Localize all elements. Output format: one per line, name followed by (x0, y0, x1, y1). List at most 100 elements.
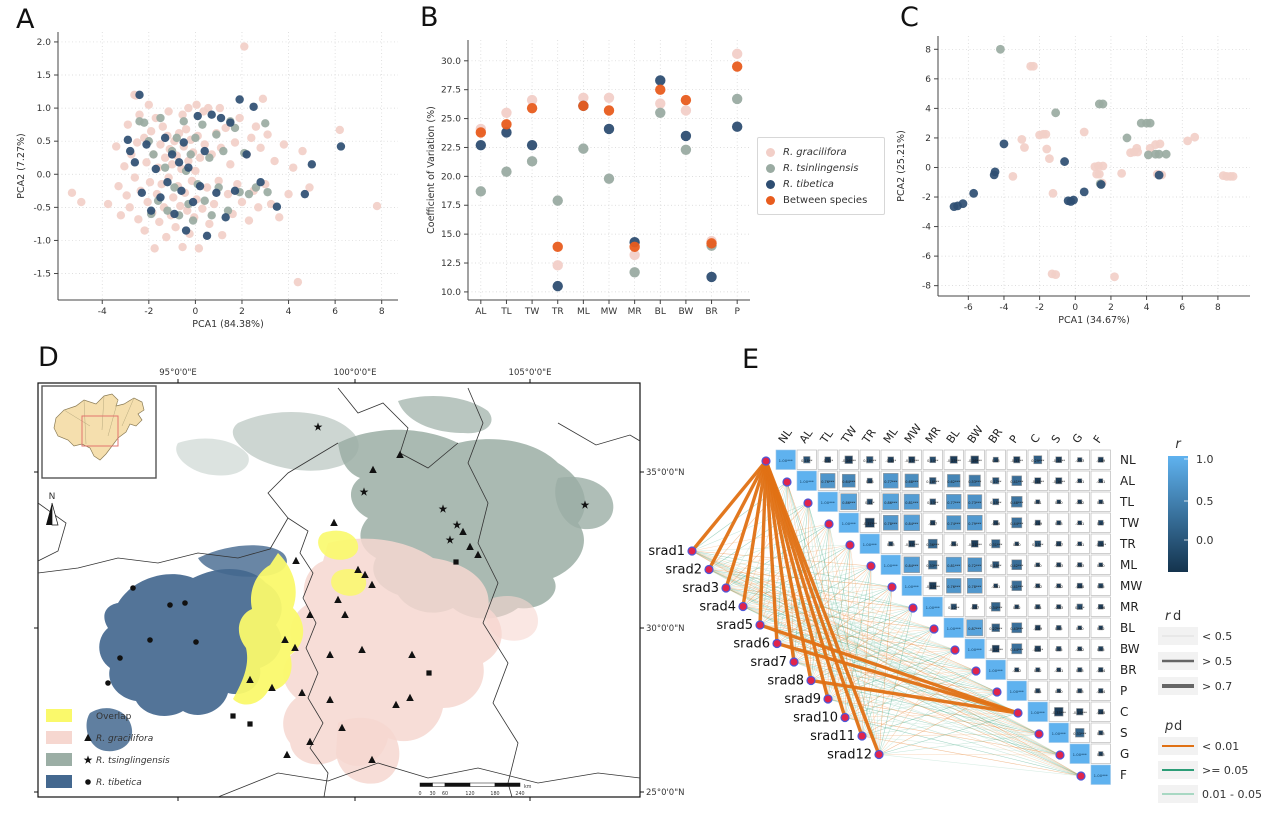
svg-text:-2: -2 (144, 307, 153, 317)
svg-text:srad1: srad1 (648, 544, 685, 559)
svg-text:-0.02: -0.02 (1012, 669, 1021, 673)
svg-text:BW: BW (1120, 642, 1140, 656)
svg-text:MR: MR (628, 307, 642, 317)
svg-text:0.27***: 0.27*** (989, 627, 1002, 631)
svg-text:0.03: 0.03 (887, 543, 895, 547)
svg-text:0.62***: 0.62*** (947, 480, 960, 484)
svg-text:-4: -4 (999, 303, 1008, 313)
svg-text:1.00***: 1.00*** (1073, 752, 1087, 757)
svg-text:srad4: srad4 (699, 600, 736, 615)
svg-text:8: 8 (925, 45, 931, 55)
svg-text:0.00: 0.00 (1097, 564, 1105, 568)
svg-text:-1.0: -1.0 (33, 236, 51, 246)
svg-text:-0.13*: -0.13* (822, 459, 833, 463)
svg-text:2: 2 (1108, 303, 1114, 313)
svg-text:-0.16**: -0.16** (1052, 480, 1065, 484)
svg-text:> 0.7: > 0.7 (1202, 680, 1232, 693)
svg-text:F: F (1120, 768, 1127, 782)
svg-text:-0.08: -0.08 (1075, 585, 1084, 589)
svg-text:0.05: 0.05 (1055, 627, 1063, 631)
legend-label: R. tsinlingensis (783, 162, 859, 174)
svg-text:-6: -6 (964, 303, 973, 313)
svg-text:8: 8 (1215, 303, 1221, 313)
svg-text:-0.09: -0.09 (1096, 459, 1105, 463)
svg-text:6: 6 (1179, 303, 1185, 313)
svg-text:0.02: 0.02 (1013, 606, 1021, 610)
svg-text:4: 4 (1144, 303, 1150, 313)
svg-text:-0.01: -0.01 (991, 585, 1000, 589)
svg-text:2: 2 (925, 134, 931, 144)
svg-text:0.86***: 0.86*** (842, 501, 855, 505)
between-species-dot-icon (766, 195, 775, 205)
svg-text:srad8: srad8 (767, 674, 804, 689)
svg-text:0.44***: 0.44*** (1010, 522, 1023, 526)
svg-text:P: P (1120, 684, 1127, 698)
svg-text:0.03: 0.03 (1076, 690, 1084, 694)
svg-text:0: 0 (925, 163, 931, 173)
svg-text:0: 0 (1072, 303, 1078, 313)
svg-text:0.73***: 0.73*** (968, 501, 981, 505)
svg-text:MW: MW (601, 307, 618, 317)
svg-text:0.18**: 0.18** (990, 564, 1002, 568)
svg-text:-4: -4 (98, 307, 107, 317)
svg-text:0.00: 0.00 (1076, 627, 1084, 631)
svg-text:-0.04: -0.04 (949, 543, 959, 547)
svg-text:-0.03: -0.03 (1054, 564, 1063, 568)
svg-text:r: r (1175, 437, 1182, 452)
svg-text:TW: TW (1119, 516, 1139, 530)
svg-text:N: N (49, 492, 56, 502)
svg-text:1.00***: 1.00*** (1052, 731, 1066, 736)
svg-text:F: F (1091, 433, 1105, 446)
svg-text:PCA2 (25.21%): PCA2 (25.21%) (896, 130, 907, 202)
svg-text:MW: MW (902, 421, 924, 445)
svg-text:-0.06: -0.06 (991, 522, 1000, 526)
svg-text:R. tibetica: R. tibetica (96, 778, 142, 788)
svg-text:-6: -6 (922, 252, 931, 262)
svg-text:srad7: srad7 (750, 655, 787, 670)
svg-text:1.0: 1.0 (37, 104, 52, 114)
svg-text:120: 120 (465, 791, 474, 797)
svg-text:-0.14**: -0.14** (1052, 459, 1065, 463)
panel-b-label: B (420, 2, 439, 33)
svg-text:C: C (1028, 432, 1043, 446)
svg-text:-0.04: -0.04 (1096, 669, 1106, 673)
panel-d-label: D (38, 342, 59, 373)
correlation-network-panel-e: 1.00*** 0.18** -0.13* -0.26*** 0.18*** -0.13*… (648, 421, 1262, 803)
svg-text:srad2: srad2 (665, 563, 702, 578)
svg-text:1.00***: 1.00*** (947, 626, 961, 631)
svg-text:25°0'0"N: 25°0'0"N (646, 788, 685, 798)
svg-text:NL: NL (776, 426, 795, 446)
svg-text:-1.5: -1.5 (33, 270, 51, 280)
svg-text:6: 6 (332, 307, 338, 317)
svg-text:> 0.5: > 0.5 (1202, 655, 1232, 668)
legend-label: R. gracilifora (783, 146, 847, 158)
svg-text:r: r (1165, 609, 1172, 624)
svg-text:180: 180 (490, 791, 499, 797)
svg-text:0.53***: 0.53*** (968, 480, 981, 484)
svg-text:0.14**: 0.14** (927, 459, 939, 463)
svg-text:ML: ML (577, 307, 590, 317)
svg-text:1.00***: 1.00*** (779, 458, 793, 463)
svg-text:-0.04: -0.04 (1096, 690, 1106, 694)
gracilifora-dot-icon (766, 147, 775, 157)
svg-text:0.77***: 0.77*** (884, 480, 897, 484)
svg-text:0.79***: 0.79*** (968, 522, 981, 526)
svg-text:0.04: 0.04 (1034, 606, 1043, 610)
distribution-map-panel-d: 95°0'0"E 100°0'0"E 105°0'0"E 35°0'0"N 30°0'0… (34, 368, 685, 801)
svg-text:-0.22***: -0.22*** (989, 648, 1004, 652)
legend-item-between-species: Between species (766, 192, 876, 208)
svg-text:srad3: srad3 (682, 581, 719, 596)
svg-text:0.04: 0.04 (1034, 690, 1043, 694)
svg-text:-2: -2 (922, 193, 931, 203)
svg-text:30.0: 30.0 (441, 57, 461, 67)
svg-text:0.48***: 0.48*** (1010, 501, 1023, 505)
svg-text:-0.07: -0.07 (928, 522, 937, 526)
svg-text:C: C (1120, 705, 1128, 719)
svg-text:0.05: 0.05 (1055, 648, 1063, 652)
panel-e-label: E (742, 344, 760, 375)
svg-text:TL: TL (1119, 495, 1134, 509)
svg-text:BL: BL (655, 307, 666, 317)
svg-text:P: P (734, 307, 740, 317)
svg-text:10.0: 10.0 (441, 288, 461, 298)
svg-text:0.00: 0.00 (1055, 501, 1063, 505)
